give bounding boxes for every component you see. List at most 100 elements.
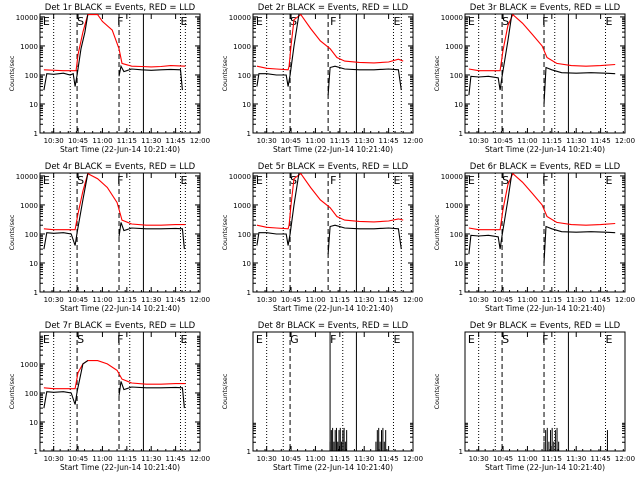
x-tick-label: 11:00 — [92, 455, 112, 463]
phase-marker: E — [256, 174, 263, 187]
x-tick-label: 11:15 — [330, 296, 350, 304]
phase-marker: E — [605, 174, 612, 187]
y-tick-label: 10 — [454, 260, 463, 268]
chart-panel-2: Det 2r BLACK = Events, RED = LLD 1 10 100 10… — [221, 3, 423, 154]
y-tick-label: 10 — [242, 101, 251, 109]
x-tick-label: 11:45 — [166, 296, 186, 304]
x-tick-label: 11:30 — [566, 455, 586, 463]
phase-marker: S — [502, 15, 509, 28]
y-tick-label: 10 — [29, 419, 38, 427]
phase-marker: F — [330, 333, 336, 346]
x-tick-label: 11:45 — [379, 137, 399, 145]
chart-panel-6: Det 6r BLACK = Events, RED = LLD 1 10 100 10… — [433, 162, 635, 313]
y-tick-label: 1000 — [445, 202, 463, 210]
phase-marker: E — [256, 15, 263, 28]
x-tick-label: 10:45 — [68, 137, 88, 145]
y-axis-label: Counts/sec — [8, 214, 16, 250]
y-tick-label: 100 — [25, 72, 38, 80]
events-series-line — [327, 224, 402, 255]
x-tick-label: 11:00 — [92, 296, 112, 304]
x-tick-label: 12:00 — [403, 137, 423, 145]
y-tick-label: 10000 — [441, 173, 463, 181]
y-axis-label: Counts/sec — [221, 373, 229, 409]
y-tick-label: 1 — [34, 130, 38, 138]
chart-panel-1: Det 1r BLACK = Events, RED = LLD 1 10 100 10… — [8, 3, 210, 154]
events-series-line — [543, 225, 616, 264]
x-tick-label: 11:30 — [354, 455, 374, 463]
series-group — [329, 427, 387, 451]
phase-marker: E — [468, 174, 475, 187]
phase-marker: E — [393, 333, 400, 346]
x-tick-label: 10:30 — [257, 296, 277, 304]
phase-marker: F — [117, 333, 123, 346]
plot-frame — [252, 13, 414, 134]
x-axis-label: Start Time (22-Jun-14 10:21:40) — [485, 463, 605, 472]
phase-marker: E — [180, 333, 187, 346]
x-tick-label: 11:00 — [517, 296, 537, 304]
y-tick-label: 10 — [29, 101, 38, 109]
y-tick-label: 1 — [247, 130, 251, 138]
phase-marker: E — [43, 15, 50, 28]
phase-marker: F — [117, 174, 123, 187]
phase-marker: E — [393, 15, 400, 28]
lld-series-line — [468, 14, 616, 72]
y-axis-label: Counts/sec — [8, 373, 16, 409]
series-group — [43, 173, 186, 250]
plot-frame — [464, 331, 626, 452]
lld-series-line — [256, 173, 404, 230]
events-series-line — [468, 14, 513, 96]
x-tick-label: 12:00 — [403, 455, 423, 463]
x-tick-label: 10:45 — [493, 455, 513, 463]
x-tick-label: 11:45 — [379, 296, 399, 304]
events-series-line — [43, 14, 89, 91]
x-axis-label: Start Time (22-Jun-14 10:21:40) — [485, 145, 605, 154]
x-tick-label: 10:30 — [469, 296, 489, 304]
x-tick-label: 10:30 — [44, 137, 64, 145]
series-group — [468, 14, 616, 105]
events-series-line — [543, 66, 616, 105]
events-series-line — [118, 381, 185, 409]
phase-marker: F — [117, 15, 123, 28]
x-tick-label: 10:45 — [281, 455, 301, 463]
y-tick-label: 1 — [459, 130, 463, 138]
phase-marker: F — [330, 174, 336, 187]
x-tick-label: 12:00 — [190, 137, 210, 145]
y-tick-label: 1000 — [20, 43, 38, 51]
x-tick-label: 12:00 — [190, 296, 210, 304]
phase-marker: F — [330, 15, 336, 28]
x-tick-label: 11:15 — [330, 455, 350, 463]
phase-marker: E — [393, 174, 400, 187]
x-tick-label: 11:45 — [591, 137, 611, 145]
y-tick-label: 1000 — [20, 361, 38, 369]
phase-marker: F — [542, 333, 548, 346]
chart-panel-9: Det 9r BLACK = Events, RED = LLD 1 10:30 10… — [433, 321, 635, 472]
x-axis-label: Start Time (22-Jun-14 10:21:40) — [60, 304, 180, 313]
lld-series-line — [43, 173, 186, 231]
y-tick-label: 1000 — [445, 43, 463, 51]
y-tick-label: 10000 — [229, 14, 251, 22]
chart-title: Det 7r BLACK = Events, RED = LLD — [45, 321, 196, 331]
y-axis-label: Counts/sec — [8, 55, 16, 91]
x-tick-label: 10:30 — [469, 137, 489, 145]
y-tick-label: 10 — [454, 101, 463, 109]
x-tick-label: 12:00 — [615, 455, 635, 463]
y-tick-label: 10000 — [16, 14, 38, 22]
chart-panel-3: Det 3r BLACK = Events, RED = LLD 1 10 100 10… — [433, 3, 635, 154]
x-tick-label: 10:45 — [493, 137, 513, 145]
x-axis-label: Start Time (22-Jun-14 10:21:40) — [273, 145, 393, 154]
y-axis-label: Counts/sec — [433, 214, 441, 250]
phase-marker: F — [542, 174, 548, 187]
chart-title: Det 6r BLACK = Events, RED = LLD — [470, 162, 621, 172]
chart-panel-4: Det 4r BLACK = Events, RED = LLD 1 10 100 10… — [8, 162, 210, 313]
phase-marker: S — [502, 333, 509, 346]
phase-marker: E — [256, 333, 263, 346]
y-tick-label: 100 — [238, 231, 251, 239]
x-tick-label: 11:00 — [305, 137, 325, 145]
x-tick-label: 10:30 — [469, 455, 489, 463]
events-series-line — [468, 173, 513, 255]
lld-series-line — [43, 14, 186, 72]
phase-marker: S — [77, 333, 84, 346]
x-tick-label: 10:30 — [44, 296, 64, 304]
y-tick-label: 100 — [450, 72, 463, 80]
